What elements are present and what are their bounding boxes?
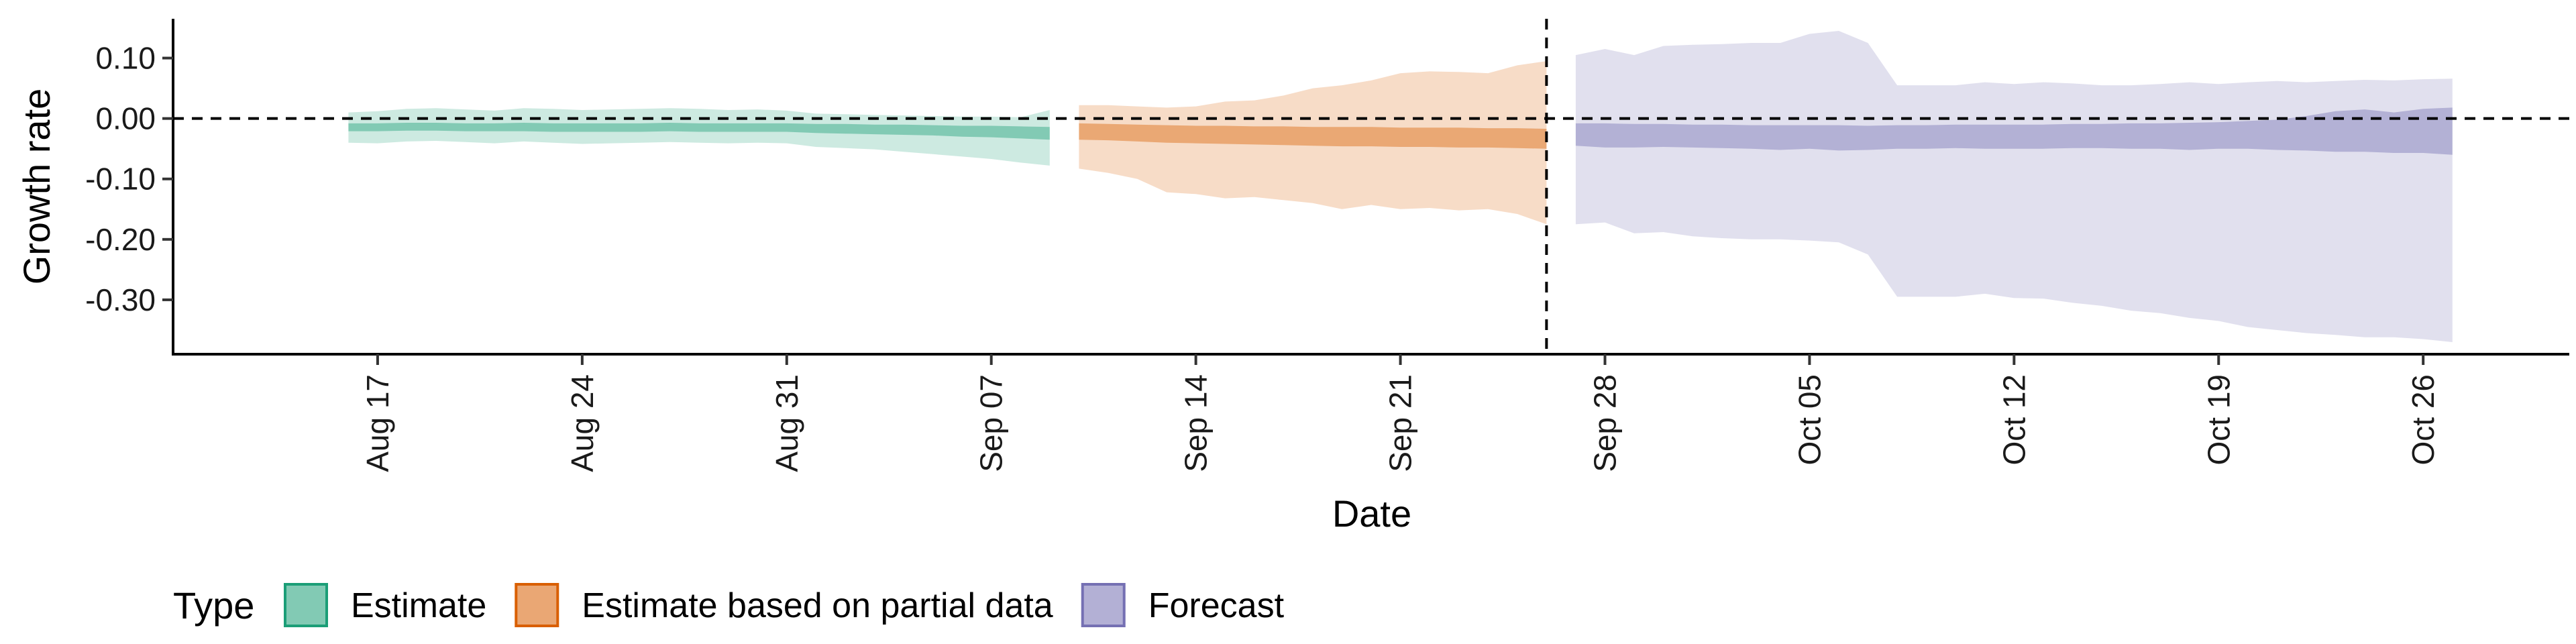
y-axis-title: Growth rate [15, 89, 58, 285]
y-tick-label: -0.20 [85, 222, 156, 257]
interval-bands [348, 31, 2453, 342]
x-tick-label: Sep 21 [1383, 374, 1418, 472]
legend-label: Estimate [351, 586, 486, 625]
x-tick-label: Aug 17 [360, 374, 395, 472]
legend-key [284, 583, 328, 627]
x-tick-label: Sep 07 [974, 374, 1009, 472]
x-tick-label: Sep 14 [1179, 374, 1214, 472]
band-forecast-50 [1575, 107, 2453, 155]
x-tick-label: Sep 28 [1588, 374, 1623, 472]
band-estimate-based-on-partial-data-50 [1079, 123, 1547, 149]
x-axis-title: Date [1332, 492, 1411, 535]
band-forecast-90 [1575, 31, 2453, 342]
x-tick-label: Oct 05 [1792, 374, 1827, 466]
band-estimate-50 [348, 123, 1050, 140]
axes: 0.10 0.00 -0.10 -0.20 -0.30 Aug 17 Aug 24 Aug 3… [85, 19, 2569, 472]
band-estimate-90 [348, 108, 1050, 166]
x-tick-label: Oct 12 [1996, 374, 2031, 466]
x-tick-label: Aug 24 [565, 374, 600, 472]
y-tick-label: -0.10 [85, 162, 156, 197]
band-estimate-based-on-partial-data-90 [1079, 61, 1547, 225]
legend-label: Forecast [1148, 586, 1285, 625]
reference-lines [173, 19, 2569, 354]
x-tick-label: Oct 26 [2406, 374, 2440, 466]
legend: Type Estimate Estimate based on partial da… [173, 583, 1285, 627]
y-tick-label: 0.00 [95, 101, 156, 136]
legend-key [515, 583, 559, 627]
legend-title: Type [173, 584, 254, 627]
legend-key [1081, 583, 1126, 627]
y-tick-label: 0.10 [95, 41, 156, 76]
y-tick-label: -0.30 [85, 282, 156, 317]
x-tick-label: Oct 19 [2201, 374, 2236, 466]
legend-label: Estimate based on partial data [582, 586, 1053, 625]
x-tick-label: Aug 31 [769, 374, 804, 472]
